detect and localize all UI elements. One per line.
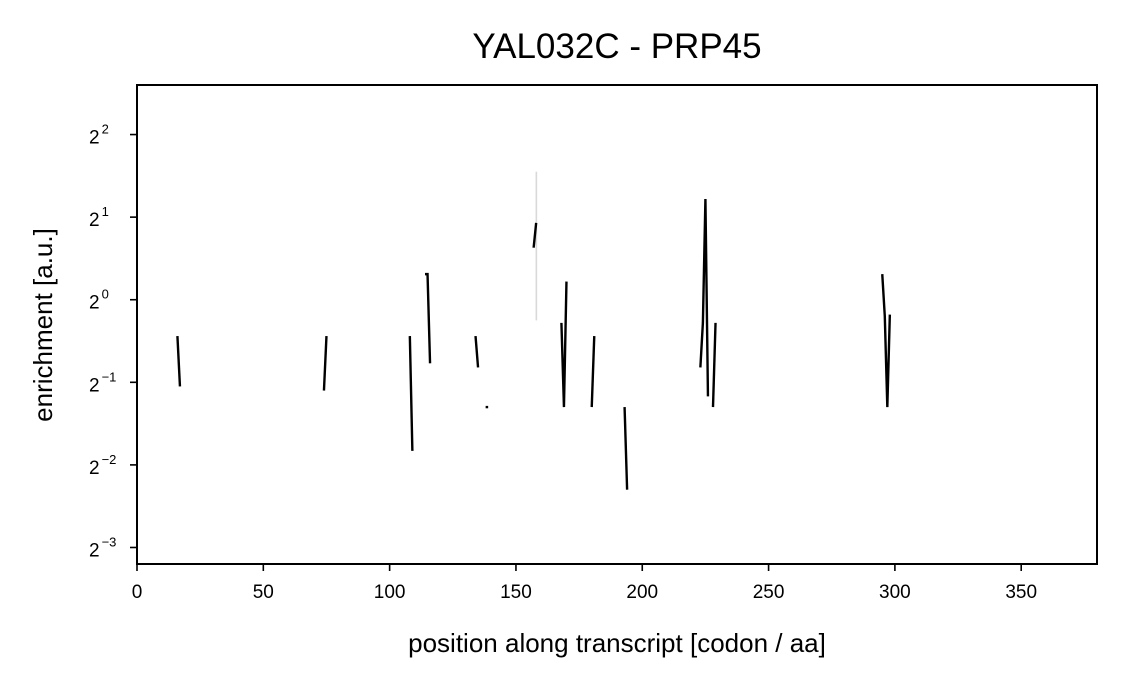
line-segment-7 (560, 281, 568, 408)
x-axis: 0 50 100 150 200 250 300 350 (132, 564, 1037, 603)
line-segment-11 (711, 322, 717, 408)
x-tick-label-1: 50 (253, 582, 274, 603)
line-segment-3 (425, 272, 432, 364)
y-tick-label-1: 2 −2 (89, 452, 116, 479)
line-segment-1 (322, 336, 328, 391)
x-axis-label: position along transcript [codon / aa] (408, 628, 826, 658)
line-segment-8 (590, 336, 596, 408)
line-segment-2 (408, 336, 414, 451)
line-segment-12 (881, 274, 892, 408)
plot-frame (136, 84, 1098, 565)
y-tick-label-0: 2 −3 (89, 534, 116, 561)
y-axis-label: enrichment [a.u.] (28, 228, 58, 422)
plot-area (136, 84, 1098, 565)
line-segment-10 (699, 198, 710, 397)
enrichment-series (176, 198, 892, 490)
line-segment-9 (623, 407, 629, 490)
line-segment-6 (532, 222, 538, 248)
chart-title: YAL032C - PRP45 (472, 27, 761, 66)
x-tick-label-5: 250 (753, 582, 785, 603)
confidence-bands (535, 171, 538, 321)
y-axis: 2 −3 2 −2 2 −1 2 0 2 1 2 2 (89, 122, 137, 561)
confidence-band-0 (535, 171, 538, 321)
x-tick-label-2: 100 (374, 582, 406, 603)
line-segment-4 (474, 335, 480, 368)
x-tick-label-0: 0 (132, 582, 143, 603)
x-tick-label-6: 300 (879, 582, 911, 603)
x-tick-label-4: 200 (626, 582, 658, 603)
y-tick-label-2: 2 −1 (89, 369, 116, 396)
x-tick-label-7: 350 (1005, 582, 1037, 603)
line-segment-0 (176, 335, 182, 387)
x-tick-label-3: 150 (500, 582, 532, 603)
